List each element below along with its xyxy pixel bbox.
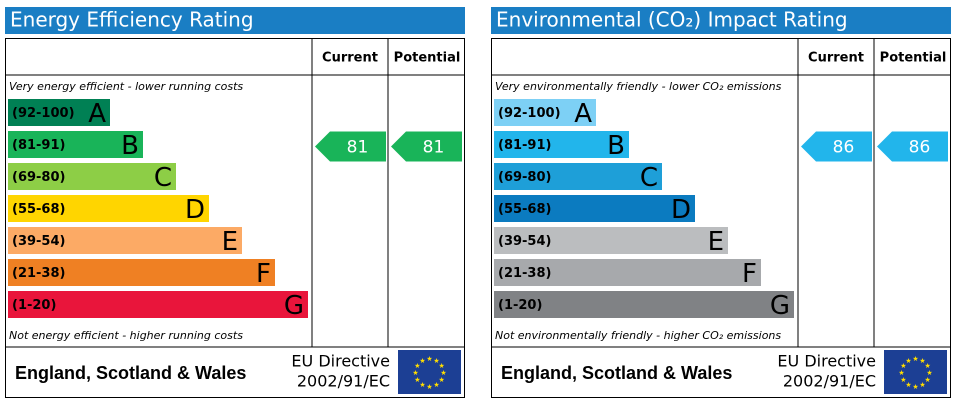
panel-title: Environmental (CO₂) Impact Rating [496, 8, 848, 32]
band-range: (1-20) [498, 298, 542, 313]
band-letter: E [222, 227, 238, 257]
band-range: (39-54) [498, 234, 551, 249]
flag-star: ★ [440, 369, 446, 377]
band-bar [494, 259, 761, 286]
frame [491, 38, 951, 398]
flag-star: ★ [438, 376, 444, 384]
band-bar [8, 195, 209, 222]
flag-star: ★ [433, 381, 439, 389]
band-bar [494, 163, 662, 190]
band-range: (81-91) [12, 138, 65, 153]
band-range: (69-80) [12, 170, 65, 185]
title-bar [491, 7, 951, 34]
flag-star: ★ [419, 357, 425, 365]
flag-star: ★ [414, 376, 420, 384]
title-bar [5, 7, 465, 34]
flag-star: ★ [419, 381, 425, 389]
directive-text: EU Directive [777, 352, 876, 371]
column-header: Current [322, 51, 378, 66]
rating-arrow [877, 131, 948, 162]
footer-text: England, Scotland & Wales [15, 363, 246, 383]
band-letter: A [574, 99, 592, 129]
flag-star: ★ [905, 357, 911, 365]
rating-value: 81 [347, 138, 369, 158]
eu-flag [884, 350, 947, 394]
flag-star: ★ [412, 369, 418, 377]
flag-star: ★ [433, 357, 439, 365]
band-letter: D [671, 195, 691, 225]
band-range: (55-68) [12, 202, 65, 217]
footer-text: England, Scotland & Wales [501, 363, 732, 383]
band-bar [8, 163, 176, 190]
directive-text: 2002/91/EC [783, 372, 876, 391]
band-bar [8, 291, 308, 318]
band-range: (39-54) [12, 234, 65, 249]
flag-star: ★ [426, 355, 432, 363]
bottom-note: Not environmentally friendly - higher CO… [495, 329, 781, 342]
band-bar [8, 131, 143, 158]
rating-value: 86 [833, 138, 855, 158]
frame [5, 38, 465, 398]
rating-arrow [315, 131, 386, 162]
band-letter: F [742, 259, 757, 289]
band-letter: B [607, 131, 625, 161]
directive-text: 2002/91/EC [297, 372, 390, 391]
band-letter: D [185, 195, 205, 225]
flag-star: ★ [919, 381, 925, 389]
band-bar [494, 227, 728, 254]
flag-star: ★ [919, 357, 925, 365]
band-letter: F [256, 259, 271, 289]
band-letter: A [88, 99, 106, 129]
column-header: Current [808, 51, 864, 66]
flag-star: ★ [900, 362, 906, 370]
flag-star: ★ [905, 381, 911, 389]
flag-star: ★ [924, 376, 930, 384]
band-range: (21-38) [12, 266, 65, 281]
band-range: (81-91) [498, 138, 551, 153]
top-note: Very energy efficient - lower running co… [9, 80, 243, 93]
column-header: Potential [880, 51, 947, 66]
band-range: (69-80) [498, 170, 551, 185]
flag-star: ★ [926, 369, 932, 377]
rating-value: 86 [909, 138, 931, 158]
top-note: Very environmentally friendly - lower CO… [495, 80, 782, 93]
band-range: (55-68) [498, 202, 551, 217]
band-bar [494, 99, 596, 126]
rating-arrow [801, 131, 872, 162]
flag-star: ★ [426, 383, 432, 391]
rating-arrow [391, 131, 462, 162]
eu-flag [398, 350, 461, 394]
column-header: Potential [394, 51, 461, 66]
band-letter: C [640, 163, 658, 193]
flag-star: ★ [912, 383, 918, 391]
band-bar [494, 291, 794, 318]
flag-star: ★ [900, 376, 906, 384]
band-range: (92-100) [12, 106, 75, 121]
panel-title: Energy Efficiency Rating [10, 8, 254, 32]
band-range: (92-100) [498, 106, 561, 121]
band-letter: B [121, 131, 139, 161]
band-range: (1-20) [12, 298, 56, 313]
flag-star: ★ [414, 362, 420, 370]
band-letter: C [154, 163, 172, 193]
flag-star: ★ [912, 355, 918, 363]
flag-star: ★ [924, 362, 930, 370]
band-letter: G [284, 291, 304, 321]
band-bar [8, 99, 110, 126]
band-bar [8, 227, 242, 254]
band-range: (21-38) [498, 266, 551, 281]
band-letter: G [770, 291, 790, 321]
rating-panel: Energy Efficiency Rating Current Potential… [5, 7, 465, 398]
band-bar [494, 195, 695, 222]
flag-star: ★ [898, 369, 904, 377]
directive-text: EU Directive [291, 352, 390, 371]
band-letter: E [708, 227, 724, 257]
band-bar [8, 259, 275, 286]
band-bar [494, 131, 629, 158]
bottom-note: Not energy efficient - higher running co… [9, 329, 243, 342]
flag-star: ★ [438, 362, 444, 370]
rating-value: 81 [423, 138, 445, 158]
rating-panel: Environmental (CO₂) Impact Rating Current… [491, 7, 951, 398]
